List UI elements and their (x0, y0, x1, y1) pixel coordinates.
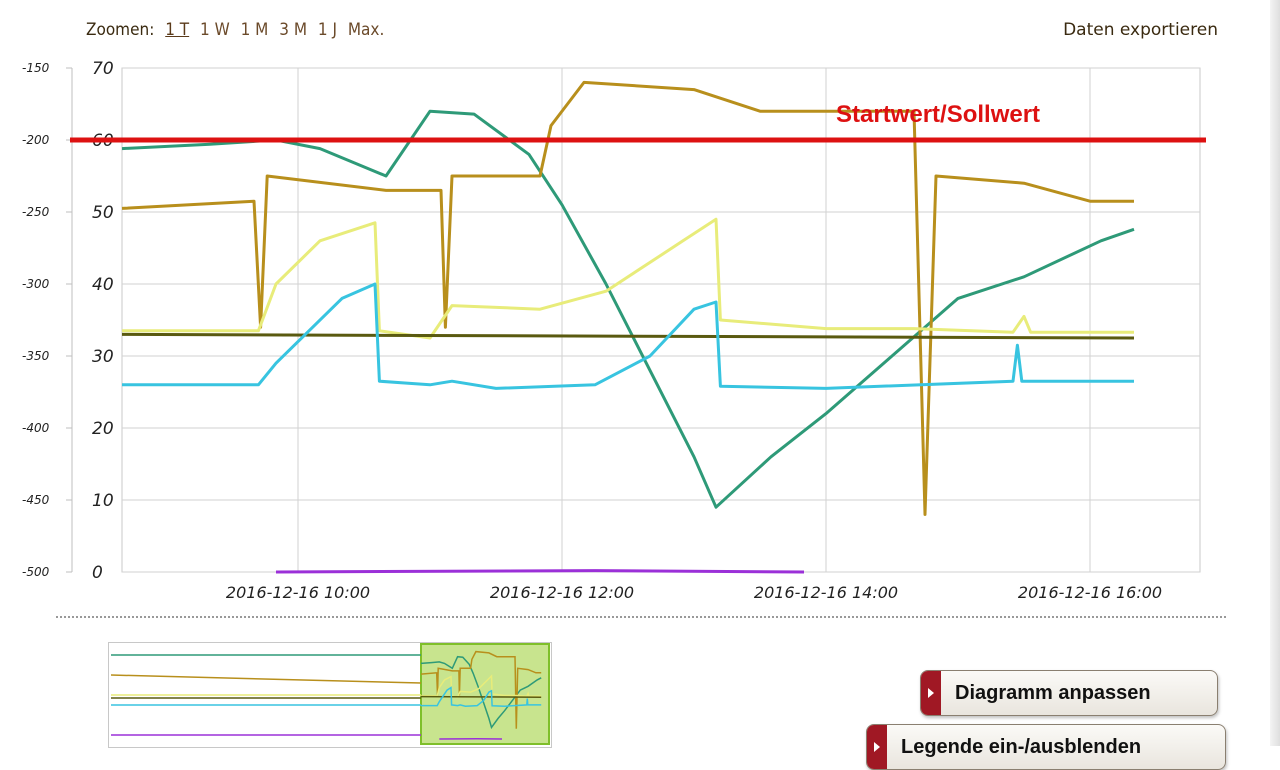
toggle-legend-label: Legende ein-/ausblenden (901, 736, 1141, 759)
navigator-chart (109, 643, 551, 747)
customize-chart-label: Diagramm anpassen (955, 682, 1151, 705)
navigator-history-line (111, 675, 421, 683)
button-tab (921, 671, 941, 715)
y-right-tick-label: 10 (92, 491, 114, 511)
caret-right-icon (874, 742, 880, 752)
reference-line-label: Startwert/Sollwert (836, 101, 1040, 128)
y-right-tick-label: 20 (92, 419, 114, 439)
toggle-legend-button[interactable]: Legende ein-/ausblenden (866, 724, 1226, 770)
y-left-tick-label: -500 (22, 565, 50, 579)
navigator-series-4 (421, 697, 541, 698)
y-left-tick-label: -400 (22, 421, 50, 435)
y-right-tick-label: 30 (92, 347, 114, 367)
main-chart[interactable]: 0102030405060702016-12-16 10:002016-12-1… (0, 0, 1280, 612)
customize-chart-button[interactable]: Diagramm anpassen (920, 670, 1218, 716)
y-left-tick-label: -300 (22, 277, 50, 291)
y-left-tick-label: -450 (22, 493, 50, 507)
x-tick-label: 2016-12-16 16:00 (1018, 583, 1162, 602)
y-right-tick-label: 40 (92, 275, 114, 295)
scrollbar[interactable] (1270, 0, 1280, 746)
y-left-tick-label: -350 (22, 349, 50, 363)
y-left-tick-label: -200 (22, 133, 50, 147)
y-left-tick-label: -150 (22, 61, 50, 75)
y-right-tick-label: 50 (92, 203, 114, 223)
x-tick-label: 2016-12-16 14:00 (754, 583, 898, 602)
y-right-tick-label: 0 (92, 563, 103, 583)
series-line-6 (276, 571, 804, 572)
y-right-tick-label: 70 (92, 59, 114, 79)
x-tick-label: 2016-12-16 10:00 (226, 583, 370, 602)
x-tick-label: 2016-12-16 12:00 (490, 583, 634, 602)
button-tab (867, 725, 887, 769)
caret-right-icon (928, 688, 934, 698)
y-left-tick-label: -250 (22, 205, 50, 219)
navigator[interactable] (108, 642, 552, 748)
navigator-selection (421, 644, 549, 744)
plot-area (122, 68, 1200, 572)
divider (56, 616, 1226, 618)
